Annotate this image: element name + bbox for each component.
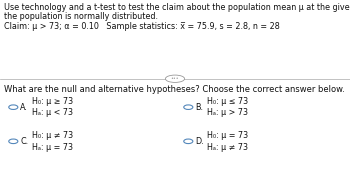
Text: the population is normally distributed.: the population is normally distributed. xyxy=(4,12,158,21)
Text: Use technology and a t-test to test the claim about the population mean μ at the: Use technology and a t-test to test the … xyxy=(4,3,350,12)
Text: H₀: μ ≠ 73: H₀: μ ≠ 73 xyxy=(32,131,73,140)
Text: B.: B. xyxy=(195,103,203,112)
Text: What are the null and alternative hypotheses? Choose the correct answer below.: What are the null and alternative hypoth… xyxy=(4,85,345,94)
Ellipse shape xyxy=(165,75,185,82)
Text: Hₐ: μ > 73: Hₐ: μ > 73 xyxy=(206,108,247,117)
Circle shape xyxy=(184,139,193,144)
Text: H₀: μ = 73: H₀: μ = 73 xyxy=(206,131,248,140)
Text: •••: ••• xyxy=(171,76,179,81)
Text: H₀: μ ≤ 73: H₀: μ ≤ 73 xyxy=(206,97,248,106)
Text: D.: D. xyxy=(195,137,204,146)
Text: Hₐ: μ ≠ 73: Hₐ: μ ≠ 73 xyxy=(206,142,247,152)
Text: A.: A. xyxy=(20,103,28,112)
Circle shape xyxy=(184,105,193,110)
Text: H₀: μ ≥ 73: H₀: μ ≥ 73 xyxy=(32,97,73,106)
Text: C.: C. xyxy=(20,137,28,146)
Circle shape xyxy=(9,105,18,110)
Text: Claim: μ > 73; α = 0.10   Sample statistics: x̅ = 75.9, s = 2.8, n = 28: Claim: μ > 73; α = 0.10 Sample statistic… xyxy=(4,22,280,31)
Text: Hₐ: μ = 73: Hₐ: μ = 73 xyxy=(32,142,72,152)
Circle shape xyxy=(9,139,18,144)
Text: Hₐ: μ < 73: Hₐ: μ < 73 xyxy=(32,108,72,117)
